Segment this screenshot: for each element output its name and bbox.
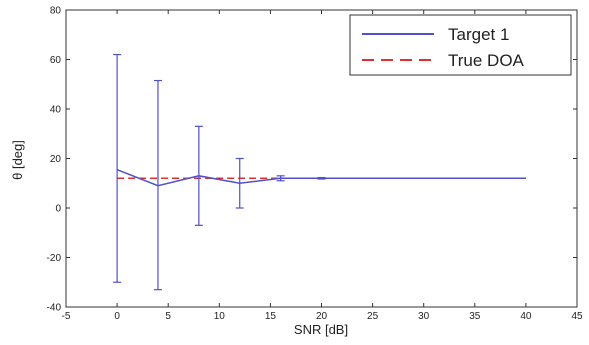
data-layer — [113, 53, 526, 291]
legend-label-target-1: Target 1 — [448, 25, 509, 44]
legend-label-true-doa: True DOA — [448, 51, 525, 70]
y-axis-label: θ [deg] — [10, 140, 25, 180]
legend: Target 1 True DOA — [349, 14, 572, 76]
y-tick-label: 40 — [50, 105, 62, 116]
x-tick-label: 45 — [571, 311, 583, 322]
y-tick-label: -20 — [47, 253, 62, 264]
x-tick-label: 10 — [214, 311, 226, 322]
x-tick-label: 5 — [165, 311, 171, 322]
x-tick-label: 30 — [418, 311, 430, 322]
x-tick-label: 40 — [520, 311, 532, 322]
x-tick-label: 25 — [367, 311, 379, 322]
y-tick-label: -40 — [47, 303, 62, 314]
x-axis-label: SNR [dB] — [294, 322, 348, 337]
y-tick-label: 0 — [55, 204, 61, 215]
x-tick-label: -5 — [62, 311, 71, 322]
x-tick-label: 15 — [265, 311, 277, 322]
y-tick-label: 80 — [50, 6, 62, 17]
y-tick-label: 20 — [50, 154, 62, 165]
legend-box — [349, 14, 572, 76]
x-tick-label: 35 — [469, 311, 481, 322]
x-tick-label: 20 — [316, 311, 328, 322]
x-tick-label: 0 — [114, 311, 120, 322]
y-tick-label: 60 — [50, 55, 62, 66]
ticks-layer: -5 0 5 10 15 20 25 30 35 40 45 -40 -20 0 20 40 60 80 — [47, 6, 583, 323]
